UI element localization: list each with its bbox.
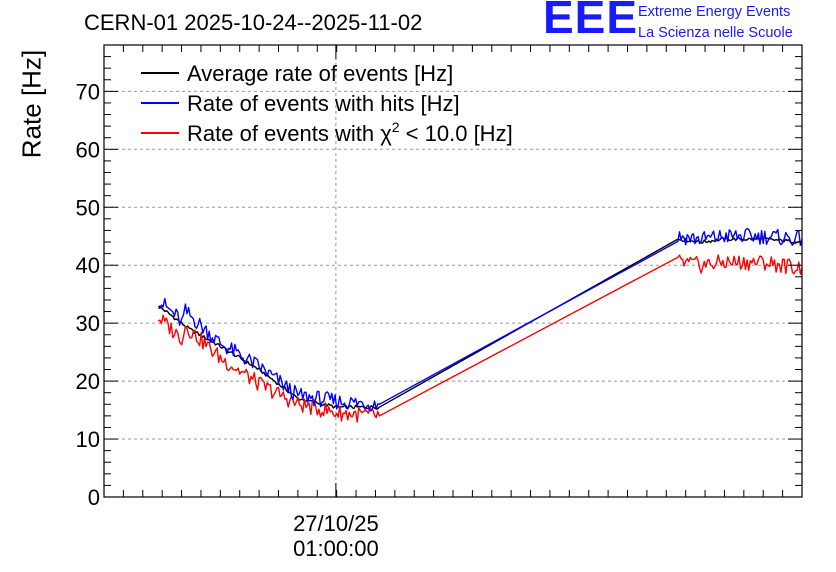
series-line: [158, 236, 803, 410]
y-tick-label: 40: [76, 253, 100, 278]
y-tick-label: 60: [76, 137, 100, 162]
legend-label: Average rate of events [Hz]: [187, 61, 453, 86]
y-tick-label: 20: [76, 369, 100, 394]
y-tick-label: 10: [76, 427, 100, 452]
x-tick-date-label: 27/10/25: [293, 511, 379, 536]
chart-title: CERN-01 2025-10-24--2025-11-02: [84, 10, 423, 35]
y-axis: 0 10 20 30 40 50 60 70: [76, 44, 802, 510]
legend: Average rate of events [Hz] Rate of event…: [141, 61, 513, 146]
y-tick-label: 70: [76, 79, 100, 104]
eee-logo: EEE: [543, 0, 639, 43]
y-tick-label: 0: [88, 485, 100, 510]
logo-line-1: Extreme Energy Events: [638, 4, 791, 20]
x-tick-time-label: 01:00:00: [293, 536, 379, 561]
y-tick-label: 50: [76, 195, 100, 220]
series-layer: [157, 227, 803, 423]
logo-line-2: La Scienza nelle Scuole: [638, 25, 793, 41]
legend-label: Rate of events with χ2 < 10.0 [Hz]: [187, 119, 513, 146]
series-line: [158, 227, 803, 412]
series-line: [157, 254, 803, 423]
legend-label: Rate of events with hits [Hz]: [187, 91, 460, 116]
y-tick-label: 30: [76, 311, 100, 336]
